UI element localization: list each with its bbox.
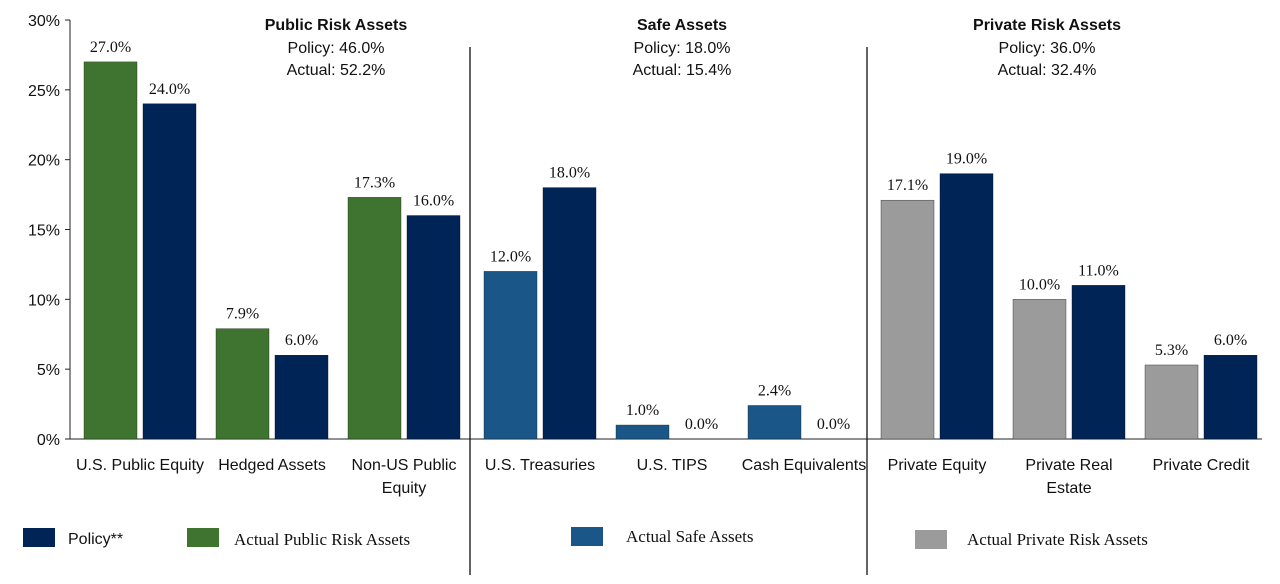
- bar-policy: [142, 103, 197, 440]
- x-category-label: Estate: [1046, 480, 1091, 497]
- bar-actual: [215, 328, 270, 440]
- x-category-label: Private Real: [1025, 457, 1112, 474]
- y-tick-label: 30%: [28, 13, 60, 30]
- value-label-policy: 19.0%: [946, 151, 987, 168]
- y-tick-label: 20%: [28, 153, 60, 170]
- legend-label: Policy**: [68, 531, 123, 548]
- bar-actual: [747, 405, 802, 440]
- bar-actual: [347, 197, 402, 440]
- legend-swatch: [23, 528, 55, 547]
- x-category-label: Private Equity: [888, 457, 987, 474]
- value-label-actual: 27.0%: [90, 39, 131, 56]
- x-category-label: Hedged Assets: [218, 457, 326, 474]
- value-label-actual: 1.0%: [626, 402, 659, 419]
- value-label-policy: 24.0%: [149, 81, 190, 98]
- x-category-label: U.S. Public Equity: [76, 457, 204, 474]
- bar-policy: [1071, 285, 1126, 440]
- bar-policy: [274, 355, 329, 440]
- bar-actual: [1012, 299, 1067, 440]
- bar-actual: [615, 424, 670, 440]
- value-label-policy: 18.0%: [549, 165, 590, 182]
- bar-policy: [939, 173, 994, 440]
- group-title: Safe Assets: [637, 17, 727, 34]
- bar-policy: [542, 187, 597, 440]
- value-label-actual: 5.3%: [1155, 342, 1188, 359]
- group-actual-total: Actual: 32.4%: [998, 62, 1097, 79]
- legend-label: Actual Safe Assets: [626, 527, 753, 546]
- legend-label: Actual Public Risk Assets: [234, 530, 410, 549]
- value-label-policy: 16.0%: [413, 193, 454, 210]
- value-label-actual: 12.0%: [490, 248, 531, 265]
- value-label-policy: 0.0%: [817, 416, 850, 433]
- y-tick-label: 0%: [37, 432, 60, 449]
- bar-policy: [406, 215, 461, 440]
- x-category-label: Private Credit: [1153, 457, 1250, 474]
- x-category-label: U.S. Treasuries: [485, 457, 595, 474]
- value-label-policy: 6.0%: [1214, 332, 1247, 349]
- bar-policy: [1203, 355, 1258, 440]
- group-title: Public Risk Assets: [265, 17, 408, 34]
- value-label-actual: 17.3%: [354, 174, 395, 191]
- y-tick-label: 5%: [37, 362, 60, 379]
- group-policy-total: Policy: 18.0%: [634, 40, 731, 57]
- group-actual-total: Actual: 52.2%: [287, 62, 386, 79]
- value-label-actual: 2.4%: [758, 382, 791, 399]
- bar-actual: [483, 271, 538, 440]
- value-label-actual: 17.1%: [887, 177, 928, 194]
- bar-actual: [1144, 364, 1199, 440]
- legend-swatch: [915, 530, 947, 549]
- value-label-actual: 7.9%: [226, 306, 259, 323]
- x-category-label: U.S. TIPS: [637, 457, 708, 474]
- value-label-actual: 10.0%: [1019, 276, 1060, 293]
- x-category-label: Non-US Public: [352, 457, 457, 474]
- group-title: Private Risk Assets: [973, 17, 1121, 34]
- value-label-policy: 11.0%: [1078, 262, 1119, 279]
- x-category-label: Cash Equivalents: [742, 457, 867, 474]
- y-tick-label: 25%: [28, 83, 60, 100]
- group-actual-total: Actual: 15.4%: [633, 62, 732, 79]
- y-tick-label: 15%: [28, 223, 60, 240]
- x-category-label: Equity: [382, 480, 426, 497]
- legend-label: Actual Private Risk Assets: [967, 530, 1148, 549]
- y-tick-label: 10%: [28, 292, 60, 309]
- value-label-policy: 0.0%: [685, 416, 718, 433]
- legend-swatch: [571, 527, 603, 546]
- bar-actual: [83, 61, 138, 440]
- bar-actual: [880, 199, 935, 440]
- group-policy-total: Policy: 46.0%: [288, 40, 385, 57]
- value-label-policy: 6.0%: [285, 332, 318, 349]
- legend-swatch: [187, 528, 219, 547]
- group-policy-total: Policy: 36.0%: [999, 40, 1096, 57]
